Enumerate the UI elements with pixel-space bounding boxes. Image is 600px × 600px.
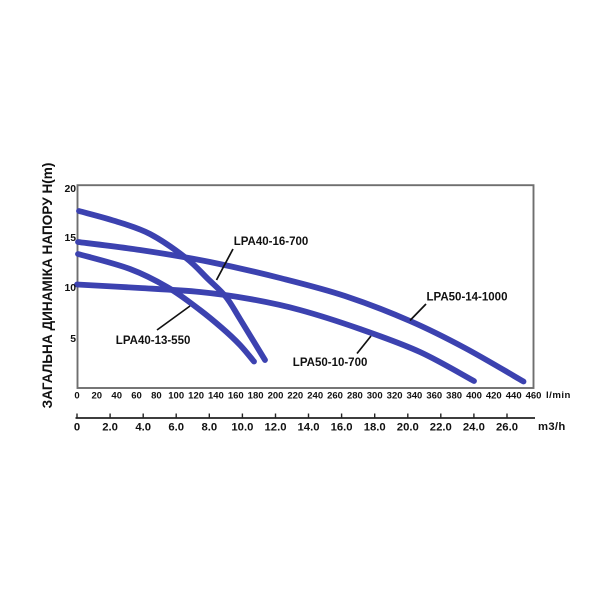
svg-text:16.0: 16.0 [331, 422, 353, 434]
svg-text:22.0: 22.0 [430, 422, 452, 434]
svg-text:ЗАГАЛЬНА ДИНАМІКА НАПОРУ H(m): ЗАГАЛЬНА ДИНАМІКА НАПОРУ H(m) [40, 163, 55, 409]
svg-text:10: 10 [64, 283, 76, 294]
svg-text:2.0: 2.0 [102, 422, 118, 434]
svg-text:40: 40 [111, 390, 122, 401]
svg-text:420: 420 [486, 390, 502, 401]
svg-text:60: 60 [131, 390, 142, 401]
svg-text:26.0: 26.0 [496, 422, 518, 434]
svg-text:10.0: 10.0 [231, 422, 253, 434]
svg-text:300: 300 [367, 390, 383, 401]
svg-text:240: 240 [307, 390, 323, 401]
svg-text:LPA40-13-550: LPA40-13-550 [116, 335, 191, 347]
svg-text:5: 5 [70, 334, 76, 345]
svg-text:160: 160 [228, 390, 244, 401]
svg-text:380: 380 [446, 390, 462, 401]
svg-text:8.0: 8.0 [201, 422, 217, 434]
svg-text:15: 15 [64, 233, 76, 244]
svg-text:400: 400 [466, 390, 482, 401]
svg-text:LPA50-10-700: LPA50-10-700 [293, 357, 368, 369]
svg-text:320: 320 [387, 390, 403, 401]
svg-text:0: 0 [74, 422, 80, 434]
svg-text:140: 140 [208, 390, 224, 401]
svg-text:20: 20 [64, 184, 76, 195]
svg-text:6.0: 6.0 [168, 422, 184, 434]
svg-text:18.0: 18.0 [364, 422, 386, 434]
svg-text:LPA50-14-1000: LPA50-14-1000 [427, 292, 508, 304]
svg-text:4.0: 4.0 [135, 422, 151, 434]
svg-text:12.0: 12.0 [265, 422, 287, 434]
svg-text:20.0: 20.0 [397, 422, 419, 434]
svg-text:200: 200 [268, 390, 284, 401]
svg-text:360: 360 [426, 390, 442, 401]
svg-text:260: 260 [327, 390, 343, 401]
svg-text:460: 460 [526, 390, 542, 401]
svg-text:180: 180 [248, 390, 264, 401]
svg-text:14.0: 14.0 [298, 422, 320, 434]
svg-text:m3/h: m3/h [538, 421, 566, 433]
svg-text:440: 440 [506, 390, 522, 401]
svg-text:220: 220 [287, 390, 303, 401]
svg-text:20: 20 [92, 390, 103, 401]
svg-text:24.0: 24.0 [463, 422, 485, 434]
svg-text:0: 0 [74, 390, 79, 401]
svg-text:80: 80 [151, 390, 162, 401]
svg-text:280: 280 [347, 390, 363, 401]
svg-text:100: 100 [168, 390, 184, 401]
svg-text:LPA40-16-700: LPA40-16-700 [234, 236, 309, 248]
svg-text:340: 340 [406, 390, 422, 401]
svg-text:120: 120 [188, 390, 204, 401]
svg-text:l/min: l/min [546, 390, 571, 401]
